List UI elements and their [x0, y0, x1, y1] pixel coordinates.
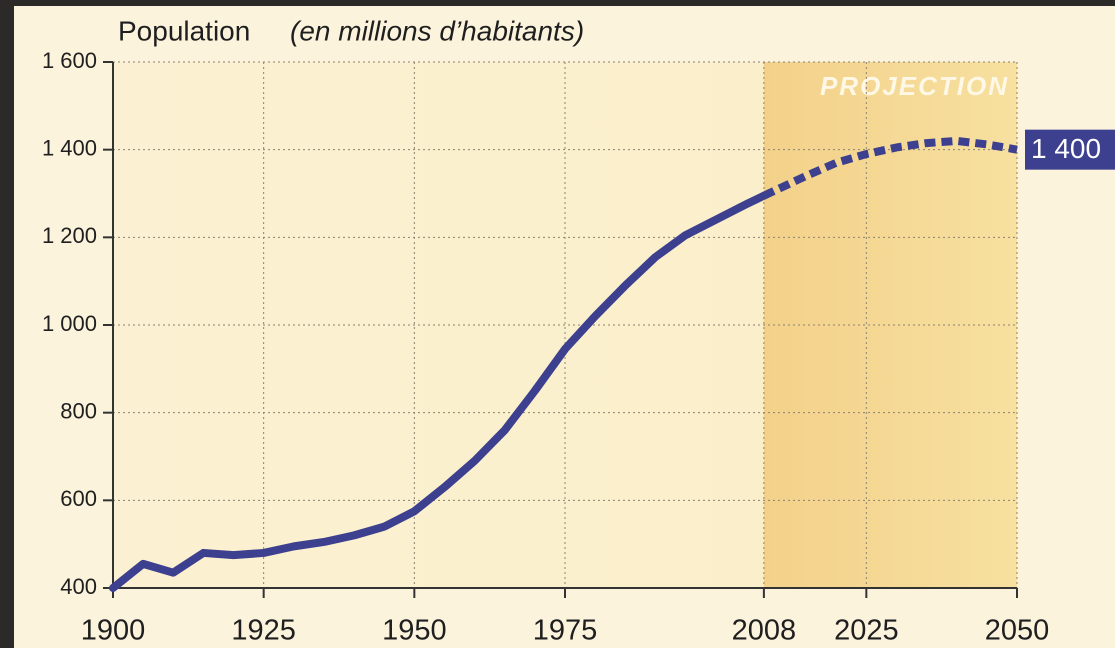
- population-line: [109, 191, 768, 592]
- x-tick-label: 2008: [732, 615, 797, 647]
- y-tick-label: 1 000: [42, 311, 97, 336]
- projection-label: PROJECTION: [820, 71, 1009, 101]
- chart-subtitle: (en millions d’habitants): [290, 15, 584, 46]
- y-tick-label: 600: [60, 486, 97, 511]
- y-tick-label: 800: [60, 398, 97, 423]
- y-tick-label: 1 200: [42, 223, 97, 248]
- y-tick-label: 1 600: [42, 48, 97, 73]
- x-tick-label: 2050: [985, 615, 1050, 647]
- x-tick-label: 1975: [533, 615, 598, 647]
- x-tick-label: 1925: [231, 615, 296, 647]
- y-tick-label: 400: [60, 574, 97, 599]
- x-tick-label: 2025: [834, 615, 899, 647]
- chart-title: Population: [118, 15, 250, 46]
- value-label-box: [1025, 129, 1115, 170]
- value-label: 1 400: [1031, 133, 1101, 164]
- x-tick-label: 1950: [382, 615, 447, 647]
- projection-line: [762, 136, 1018, 200]
- x-tick-label: 1900: [81, 615, 146, 647]
- y-tick-label: 1 400: [42, 135, 97, 160]
